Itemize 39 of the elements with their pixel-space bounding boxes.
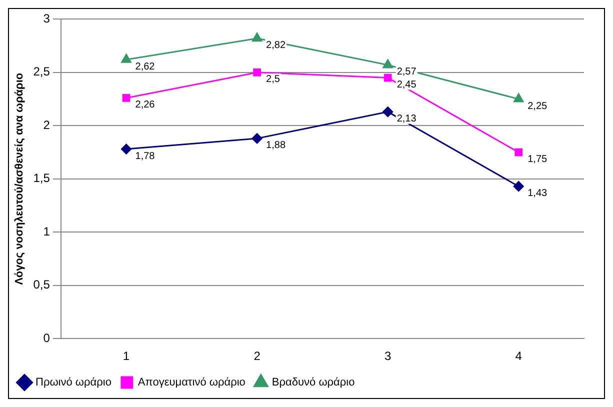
point <box>122 94 130 102</box>
point <box>121 144 132 154</box>
point <box>514 93 524 102</box>
data-label: 2,25 <box>528 100 548 112</box>
data-label: 2,62 <box>135 61 156 72</box>
data-label: 2,13 <box>396 114 417 125</box>
data-label: 1,75 <box>528 154 548 166</box>
y-axis-title: Λόγος νοσηλευτού/ασθενείς ανα ωράριο <box>14 72 26 285</box>
point <box>252 32 262 42</box>
data-label: 2,45 <box>396 80 417 91</box>
data-label: 2,5 <box>266 74 280 86</box>
data-label: 2,82 <box>266 40 286 52</box>
data-label: 1,43 <box>528 188 548 200</box>
point <box>514 148 523 156</box>
point <box>121 54 132 63</box>
legend-label: Απογευματινό ωράριο <box>138 376 246 389</box>
point <box>382 106 394 118</box>
y-tick-label: 0 <box>43 330 50 345</box>
x-tick-label: 2 <box>254 349 261 364</box>
data-label: 1,78 <box>135 150 156 162</box>
data-label: 1,88 <box>266 140 286 152</box>
point <box>382 59 393 68</box>
y-tick-label: 1,5 <box>33 171 50 186</box>
legend-label: Βραδυνό ωράριο <box>272 376 355 389</box>
x-tick-label: 3 <box>384 349 392 364</box>
point <box>253 68 261 76</box>
data-label: 2,57 <box>396 66 417 78</box>
x-tick-label: 1 <box>122 349 130 364</box>
y-tick-label: 2 <box>43 118 50 132</box>
y-tick-label: 3 <box>43 12 50 26</box>
y-tick-label: 0,5 <box>33 278 50 292</box>
legend-label: Πρωινό ωράριο <box>36 376 112 389</box>
x-tick-label: 4 <box>515 349 522 364</box>
y-tick-label: 2,5 <box>33 64 50 79</box>
data-label: 2,26 <box>135 100 156 111</box>
point <box>252 133 262 144</box>
point <box>384 74 392 82</box>
point <box>513 181 524 192</box>
y-tick-label: 1 <box>43 224 50 238</box>
